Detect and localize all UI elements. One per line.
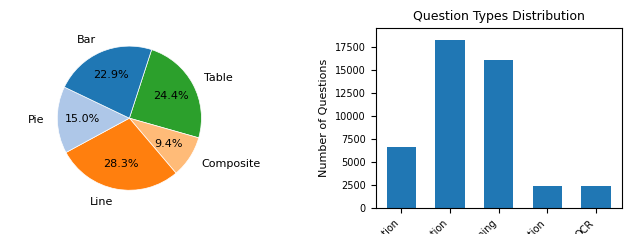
Text: 22.9%: 22.9% <box>93 70 129 80</box>
Text: 28.3%: 28.3% <box>103 159 139 169</box>
Text: Bar: Bar <box>77 35 96 45</box>
Bar <box>582 186 610 208</box>
Bar <box>435 40 465 208</box>
Wedge shape <box>64 46 151 118</box>
Wedge shape <box>129 50 202 138</box>
Title: Question Types Distribution: Question Types Distribution <box>413 10 585 23</box>
Wedge shape <box>66 118 176 190</box>
Text: 24.4%: 24.4% <box>153 91 188 101</box>
Bar <box>533 186 562 208</box>
Text: Table: Table <box>204 73 233 83</box>
Text: 9.4%: 9.4% <box>154 139 183 149</box>
Wedge shape <box>57 87 129 153</box>
Bar <box>387 147 416 208</box>
Text: 15.0%: 15.0% <box>65 114 100 124</box>
Text: Composite: Composite <box>201 159 260 169</box>
Text: Line: Line <box>90 197 114 207</box>
Wedge shape <box>129 118 198 173</box>
Y-axis label: Number of Questions: Number of Questions <box>320 59 330 177</box>
Bar <box>484 60 513 208</box>
Text: Pie: Pie <box>28 115 45 125</box>
